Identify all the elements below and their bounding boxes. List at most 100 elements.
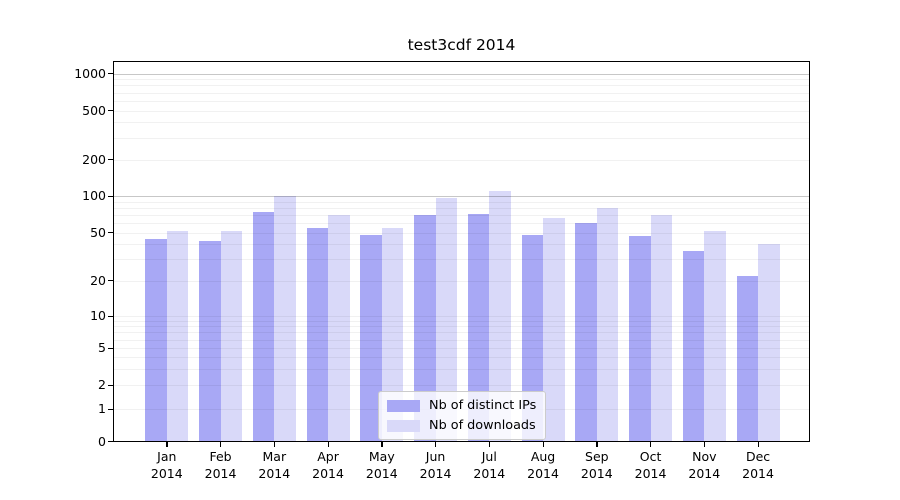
bar-downloads bbox=[220, 230, 243, 442]
minor-gridline bbox=[113, 214, 810, 216]
minor-gridline bbox=[113, 223, 810, 225]
y-tick-label: 20 bbox=[90, 272, 106, 288]
bar-distinct-ips bbox=[629, 235, 651, 442]
chart-title: test3cdf 2014 bbox=[407, 36, 516, 54]
x-tick-mark bbox=[542, 442, 544, 447]
x-tick-mark bbox=[273, 442, 276, 447]
bar-downloads bbox=[381, 227, 404, 442]
bar-distinct-ips bbox=[575, 223, 597, 442]
y-tick-label: 2 bbox=[98, 377, 106, 392]
bar-distinct-ips bbox=[306, 227, 329, 442]
minor-gridline bbox=[113, 332, 810, 334]
minor-gridline bbox=[113, 316, 810, 317]
y-tick-label: 0 bbox=[98, 433, 106, 449]
bar-downloads bbox=[274, 196, 296, 442]
y-tick-mark bbox=[108, 408, 113, 411]
bar-downloads bbox=[489, 190, 511, 442]
bar-distinct-ips bbox=[521, 234, 544, 442]
y-tick-label: 100 bbox=[82, 188, 106, 203]
minor-gridline bbox=[113, 385, 810, 386]
bar-downloads bbox=[543, 218, 565, 442]
x-tick-label: Apr 2014 bbox=[312, 449, 344, 481]
bar-downloads bbox=[650, 214, 673, 442]
legend-swatch-distinct-ips bbox=[387, 399, 420, 412]
minor-gridline bbox=[113, 110, 810, 112]
x-tick-mark bbox=[220, 442, 222, 447]
minor-gridline bbox=[113, 244, 810, 246]
bar-downloads bbox=[328, 214, 350, 442]
y-tick-label: 200 bbox=[82, 151, 106, 167]
bar-downloads bbox=[166, 230, 189, 442]
y-tick-label: 50 bbox=[90, 224, 106, 240]
x-tick-mark bbox=[596, 442, 598, 447]
y-tick-mark bbox=[108, 315, 113, 317]
y-tick-mark bbox=[108, 280, 113, 282]
x-tick-label: Jan 2014 bbox=[150, 449, 183, 481]
y-tick-mark bbox=[108, 159, 113, 161]
minor-gridline bbox=[113, 92, 810, 94]
minor-gridline bbox=[113, 100, 810, 102]
minor-gridline bbox=[113, 280, 810, 282]
legend: Nb of distinct IPs Nb of downloads bbox=[378, 391, 547, 440]
x-tick-mark bbox=[166, 442, 168, 447]
x-tick-mark bbox=[435, 442, 437, 447]
y-tick-mark bbox=[108, 195, 113, 197]
legend-entry-distinct-ips: Nb of distinct IPs bbox=[387, 398, 536, 413]
bar-distinct-ips bbox=[252, 211, 275, 442]
x-tick-label: Mar 2014 bbox=[258, 449, 291, 481]
y-tick-label: 500 bbox=[82, 102, 106, 118]
x-tick-label: Dec 2014 bbox=[742, 449, 774, 481]
minor-gridline bbox=[113, 326, 810, 328]
minor-gridline bbox=[113, 85, 810, 87]
x-tick-mark bbox=[327, 442, 329, 447]
minor-gridline bbox=[113, 357, 810, 358]
x-tick-label: Jun 2014 bbox=[419, 449, 452, 481]
y-tick-label: 1000 bbox=[74, 65, 106, 81]
legend-label-distinct-ips: Nb of distinct IPs bbox=[429, 398, 537, 413]
y-tick-mark bbox=[108, 347, 113, 349]
x-tick-mark bbox=[488, 442, 491, 447]
x-tick-mark bbox=[703, 442, 706, 447]
minor-gridline bbox=[113, 232, 810, 234]
bar-distinct-ips bbox=[199, 240, 221, 442]
x-tick-label: Aug 2014 bbox=[527, 449, 559, 481]
y-tick-mark bbox=[108, 73, 113, 75]
bar-distinct-ips bbox=[414, 214, 436, 442]
x-tick-label: Jul 2014 bbox=[473, 449, 506, 481]
x-tick-label: Nov 2014 bbox=[688, 449, 721, 481]
plot-area: Nb of distinct IPs Nb of downloads bbox=[113, 61, 810, 442]
x-tick-label: Sep 2014 bbox=[580, 449, 613, 481]
x-tick-label: Feb 2014 bbox=[204, 449, 237, 481]
y-tick-label: 5 bbox=[98, 340, 106, 355]
x-tick-label: Oct 2014 bbox=[634, 449, 667, 481]
minor-gridline bbox=[113, 122, 810, 124]
y-tick-label: 10 bbox=[90, 308, 106, 323]
bar-distinct-ips bbox=[736, 275, 759, 442]
bar-downloads bbox=[758, 244, 780, 442]
minor-gridline bbox=[113, 368, 810, 370]
bar-downloads bbox=[435, 197, 458, 442]
major-gridline bbox=[113, 73, 810, 75]
bar-downloads bbox=[704, 230, 726, 442]
bar-downloads bbox=[596, 208, 619, 442]
minor-gridline bbox=[113, 320, 810, 322]
x-tick-mark bbox=[650, 442, 652, 447]
minor-gridline bbox=[113, 207, 810, 209]
minor-gridline bbox=[113, 339, 810, 341]
minor-gridline bbox=[113, 79, 810, 81]
minor-gridline bbox=[113, 137, 810, 139]
legend-swatch-downloads bbox=[387, 419, 420, 432]
minor-gridline bbox=[113, 259, 810, 261]
x-tick-mark bbox=[757, 442, 759, 447]
y-tick-mark bbox=[108, 441, 113, 443]
y-tick-mark bbox=[108, 232, 113, 234]
minor-gridline bbox=[113, 159, 810, 161]
y-tick-mark bbox=[108, 384, 113, 386]
bar-distinct-ips bbox=[145, 239, 167, 442]
y-tick-mark bbox=[108, 110, 113, 112]
minor-gridline bbox=[113, 201, 810, 203]
y-tick-label: 1 bbox=[98, 401, 106, 417]
bar-distinct-ips bbox=[467, 214, 490, 442]
bar-distinct-ips bbox=[682, 251, 705, 442]
